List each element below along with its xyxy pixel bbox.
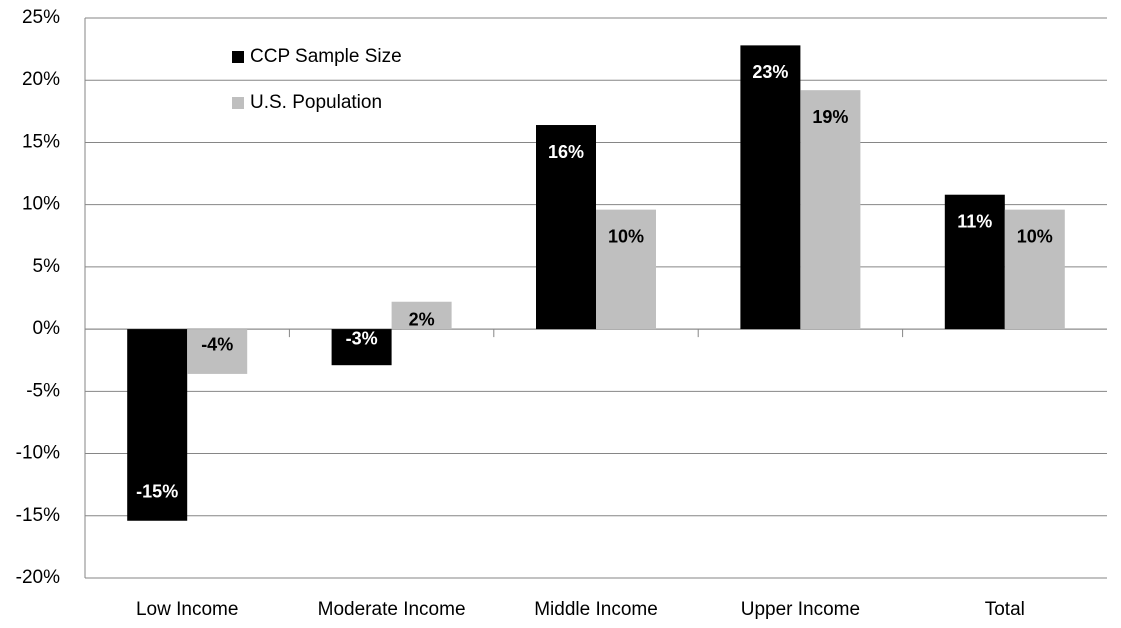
y-tick-label: -5%: [26, 380, 60, 401]
bar: [127, 329, 188, 521]
bar: [536, 125, 596, 330]
y-tick-label: 25%: [22, 7, 60, 28]
x-tick-label: Moderate Income: [318, 599, 466, 620]
y-tick-label: 0%: [33, 318, 61, 339]
bar: [187, 329, 248, 374]
bar: [740, 45, 801, 330]
value-label: 10%: [608, 226, 644, 246]
value-label: -15%: [136, 482, 178, 502]
x-tick-label: Total: [985, 599, 1025, 620]
bar: [331, 329, 392, 366]
value-label: 11%: [957, 211, 992, 231]
legend-swatch: [232, 51, 244, 63]
bar: [800, 90, 861, 330]
value-label: 16%: [548, 142, 584, 162]
legend-label: CCP Sample Size: [250, 46, 402, 67]
y-tick-label: 15%: [22, 131, 60, 152]
x-tick-label: Upper Income: [741, 599, 860, 620]
y-tick-label: -10%: [16, 443, 60, 464]
y-tick-label: -20%: [16, 567, 60, 588]
y-tick-label: -15%: [16, 505, 60, 526]
y-tick-label: 10%: [22, 194, 60, 215]
y-tick-label: 20%: [22, 69, 60, 90]
bar: [391, 301, 452, 330]
value-label: 2%: [409, 310, 435, 330]
bar: [596, 209, 656, 330]
value-label: 10%: [1017, 226, 1053, 246]
legend-label: U.S. Population: [250, 92, 382, 113]
bar: [944, 194, 1005, 330]
legend-swatch: [232, 97, 244, 109]
value-label: -4%: [201, 335, 233, 355]
y-tick-label: 5%: [33, 256, 61, 277]
x-tick-label: Low Income: [136, 599, 238, 620]
bar: [1004, 209, 1065, 330]
value-label: 23%: [752, 62, 788, 82]
value-label: 19%: [812, 107, 848, 127]
value-label: -3%: [346, 329, 378, 349]
x-tick-label: Middle Income: [534, 599, 658, 620]
